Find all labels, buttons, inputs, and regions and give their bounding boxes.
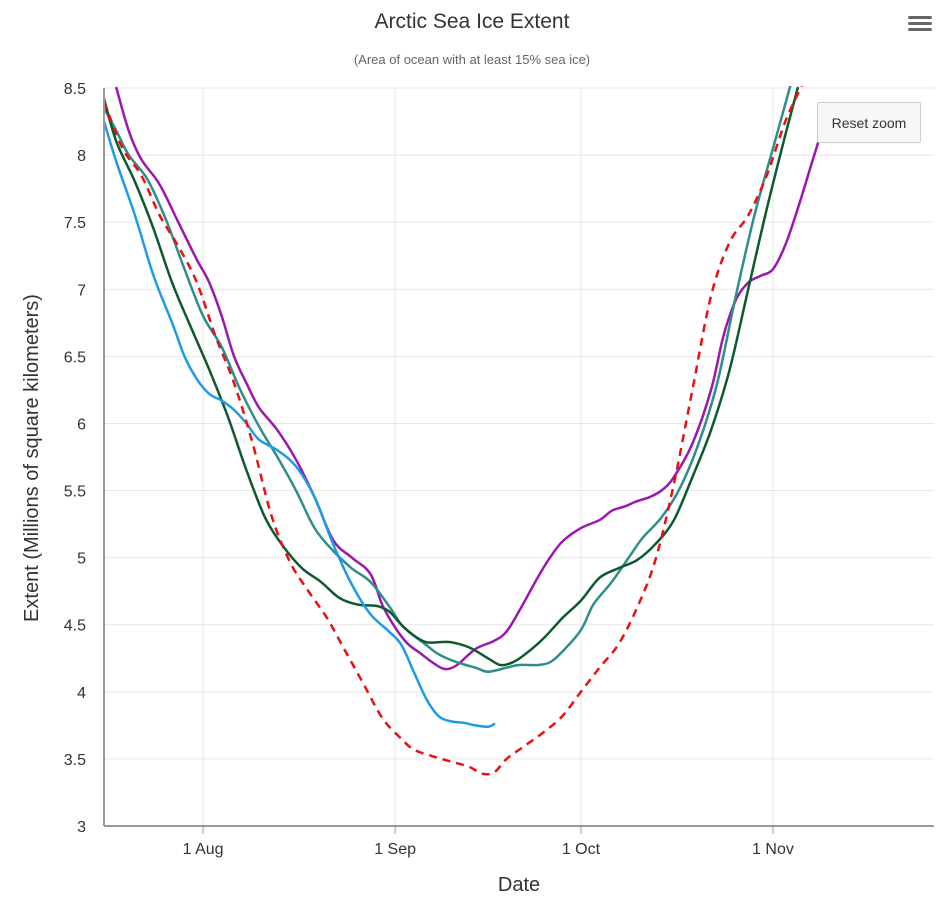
series-line-3[interactable] (104, 120, 496, 728)
y-tick-label: 5.5 (64, 484, 86, 501)
y-tick-label: 3.5 (64, 752, 86, 769)
x-tick-label: 1 Oct (562, 841, 601, 858)
series-line-0[interactable] (115, 86, 830, 671)
y-tick-label: 3 (77, 819, 86, 836)
series-line-1[interactable] (104, 81, 792, 673)
axes: 3 3.5 4 4.5 5 5.5 6 6.5 7 7.5 8 8.5 1 Aug 1 Sep 1 Oct 1… (64, 81, 934, 858)
chart-subtitle: (Area of ocean with at least 15% sea ice… (354, 52, 590, 67)
hamburger-menu-icon (908, 16, 932, 19)
series-line-2[interactable] (104, 86, 799, 667)
x-tick-label: 1 Sep (374, 841, 416, 858)
y-tick-label: 7.5 (64, 215, 86, 232)
x-axis-title: Date (498, 874, 540, 896)
y-axis-title: Extent (Millions of square kilometers) (21, 294, 43, 622)
y-tick-label: 4.5 (64, 618, 86, 635)
x-tick-label: 1 Aug (183, 841, 224, 858)
y-tick-label: 6.5 (64, 349, 86, 366)
x-tick-label: 1 Nov (752, 841, 794, 858)
chart-title: Arctic Sea Ice Extent (375, 10, 570, 33)
chart-menu-button[interactable] (906, 14, 934, 40)
y-tick-label: 4 (77, 685, 86, 702)
reset-zoom-button[interactable]: Reset zoom (817, 102, 921, 143)
gridlines (104, 87, 934, 827)
y-tick-label: 6 (77, 416, 86, 433)
y-tick-label: 7 (77, 282, 86, 299)
y-tick-label: 8.5 (64, 81, 86, 98)
series-lines (104, 81, 830, 776)
y-tick-label: 8 (77, 148, 86, 165)
y-tick-label: 5 (77, 551, 86, 568)
